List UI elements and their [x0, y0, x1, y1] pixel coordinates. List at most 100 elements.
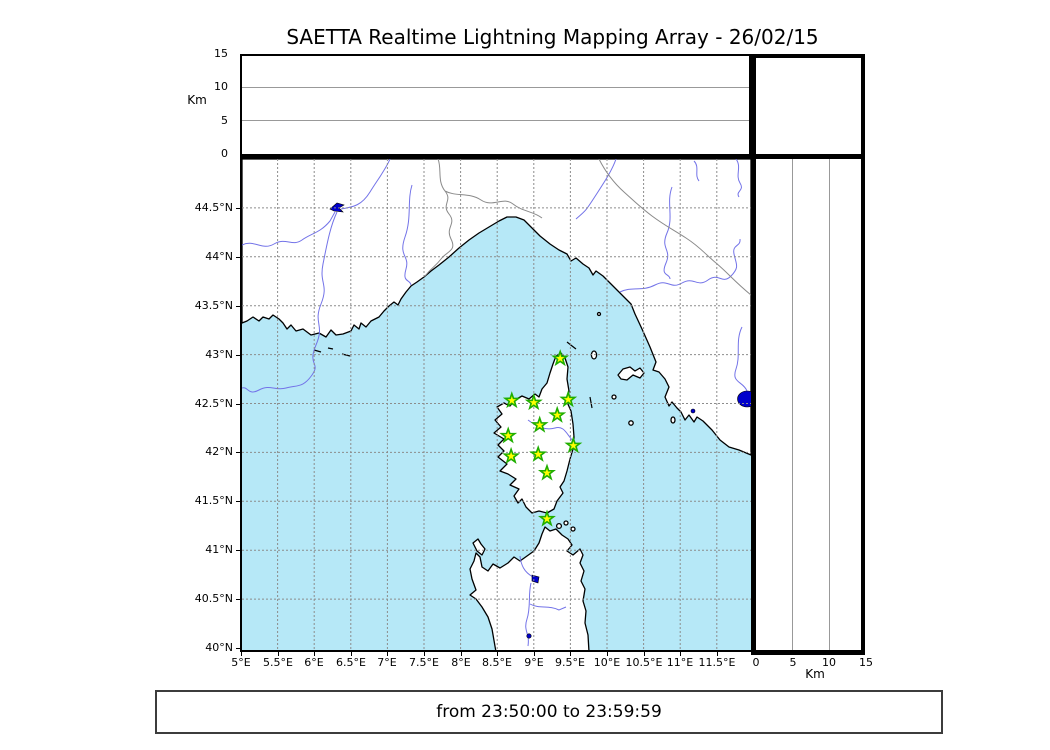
station-star-marker: [548, 405, 567, 423]
lon-tick-label: 8°E: [451, 656, 471, 669]
outer-border-right: [861, 54, 865, 655]
altitude-gridline-10km: [242, 87, 749, 88]
lon-tick-mark: [607, 652, 608, 656]
lat-tick-label: 43°N: [205, 348, 233, 361]
lat-tick-mark: [236, 550, 240, 551]
river-var: [402, 184, 413, 286]
altitude-tick-label-right: 10: [822, 656, 836, 669]
altitude-gridline-5km: [242, 120, 749, 121]
lat-tick-label: 40°N: [205, 641, 233, 654]
lon-tick-mark: [497, 652, 498, 656]
altitude-tick-label-right: 5: [789, 656, 797, 669]
region-border: [444, 190, 543, 219]
lon-tick-mark: [424, 652, 425, 656]
maddalena-island: [563, 520, 569, 526]
time-window-banner: from 23:50:00 to 23:59:59: [155, 690, 943, 734]
asinara-island: [472, 538, 486, 556]
lat-tick-label: 44°N: [205, 250, 233, 263]
islet-line: [589, 396, 593, 409]
france-italy-border: [424, 158, 454, 277]
lon-tick-mark: [351, 652, 352, 656]
station-star-marker: [502, 446, 521, 464]
islet-line: [566, 341, 577, 350]
lat-tick-mark: [236, 208, 240, 209]
orbetello-lagoon: [690, 408, 696, 414]
corner-panel: [756, 54, 861, 154]
lat-tick-mark: [236, 257, 240, 258]
river: [241, 211, 336, 247]
lon-tick-label: 10.5°E: [625, 656, 663, 669]
map-axis-bottom: [240, 650, 751, 652]
altitude-gridline-5km: [792, 159, 793, 650]
station-star-marker: [529, 444, 548, 462]
lon-tick-label: 6.5°E: [336, 656, 366, 669]
lat-tick-label: 40.5°N: [194, 592, 233, 605]
lat-tick-label: 42°N: [205, 445, 233, 458]
station-star-marker: [564, 436, 583, 454]
lon-tick-mark: [644, 652, 645, 656]
separator-vertical-right: [751, 54, 756, 655]
lon-tick-mark: [680, 652, 681, 656]
lat-tick-mark: [236, 404, 240, 405]
lon-tick-label: 6°E: [304, 656, 324, 669]
river: [734, 326, 748, 392]
river-arno: [619, 238, 741, 293]
river: [663, 186, 673, 280]
station-star-marker: [538, 509, 556, 527]
altitude-tick-label-left: 5: [221, 114, 228, 127]
station-star-marker: [524, 392, 543, 411]
altitude-panel-top: [240, 54, 751, 154]
river-coghinas: [519, 555, 534, 578]
station-star-marker: [559, 390, 578, 408]
map-axis-left: [240, 159, 242, 652]
gorgona-island: [596, 311, 602, 317]
lon-tick-label: 8.5°E: [482, 656, 512, 669]
lat-tick-mark: [236, 648, 240, 649]
station-star-marker: [537, 463, 556, 481]
lon-tick-label: 11.5°E: [698, 656, 736, 669]
altitude-axis-unit-left: Km: [187, 93, 207, 107]
station-star-marker: [502, 391, 521, 409]
lon-tick-label: 5°E: [231, 656, 251, 669]
lon-tick-mark: [534, 652, 535, 656]
lat-tick-mark: [236, 452, 240, 453]
lon-tick-label: 5.5°E: [263, 656, 293, 669]
river: [575, 158, 617, 220]
lon-tick-mark: [570, 652, 571, 656]
giglio-island: [670, 416, 676, 424]
maddalena-island: [555, 522, 563, 530]
apennine-border: [598, 158, 752, 296]
lat-tick-label: 42.5°N: [194, 397, 233, 410]
small-lake: [526, 633, 532, 639]
separator-horizontal-top: [240, 154, 865, 159]
lat-tick-label: 41°N: [205, 543, 233, 556]
altitude-panel-right: [756, 159, 861, 650]
lon-tick-label: 9°E: [524, 656, 544, 669]
maddalena-island: [570, 526, 576, 532]
lon-tick-label: 10°E: [593, 656, 621, 669]
pianosa-island: [611, 394, 617, 400]
lon-tick-mark: [241, 652, 242, 656]
lon-tick-mark: [717, 652, 718, 656]
page-title: SAETTA Realtime Lightning Mapping Array …: [286, 25, 819, 49]
graticule-grid: [242, 159, 751, 650]
altitude-gridline-10km: [829, 159, 830, 650]
altitude-axis-unit-bottom: Km: [805, 667, 825, 681]
lat-tick-label: 41.5°N: [194, 494, 233, 507]
lon-tick-label: 11°E: [666, 656, 694, 669]
station-markers: [499, 349, 583, 527]
map-panel: [241, 158, 757, 653]
lat-tick-label: 43.5°N: [194, 299, 233, 312]
river: [735, 158, 742, 198]
altitude-tick-label-right: 15: [859, 656, 873, 669]
altitude-tick-label-right: 0: [752, 656, 760, 669]
river: [693, 160, 700, 182]
lon-tick-label: 7.5°E: [409, 656, 439, 669]
lon-tick-mark: [387, 652, 388, 656]
station-star-marker: [530, 415, 549, 433]
montecristo-island: [628, 420, 634, 426]
map-svg: [241, 158, 757, 653]
lat-tick-mark: [236, 599, 240, 600]
altitude-tick-label-left: 15: [214, 47, 228, 60]
